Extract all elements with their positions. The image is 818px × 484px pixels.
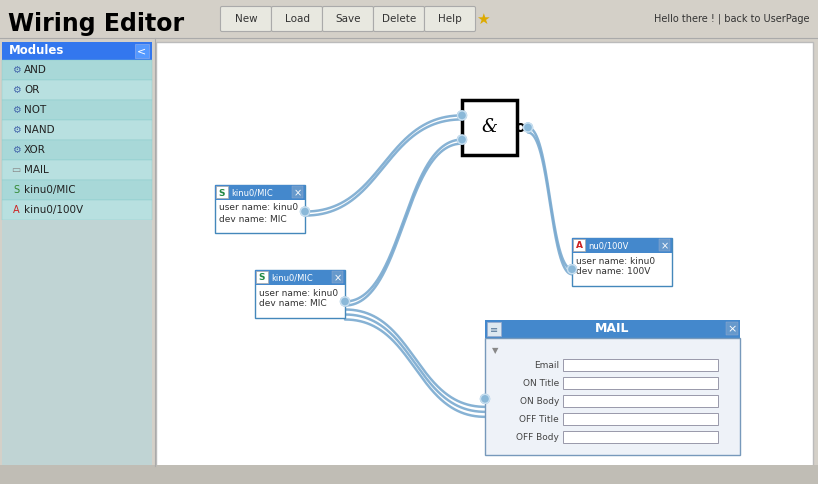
Text: OFF Title: OFF Title [519,414,559,424]
Text: ⚙: ⚙ [11,105,20,115]
Text: ON Body: ON Body [519,396,559,406]
Text: AND: AND [24,65,47,75]
Text: XOR: XOR [24,145,46,155]
Circle shape [568,265,577,273]
FancyBboxPatch shape [573,239,585,251]
Text: ×: × [727,324,737,334]
FancyBboxPatch shape [462,100,517,155]
FancyBboxPatch shape [563,377,718,389]
FancyBboxPatch shape [292,186,303,198]
Circle shape [524,123,533,132]
Text: S: S [13,185,19,195]
Text: Delete: Delete [382,14,416,24]
Text: kinu0/MIC: kinu0/MIC [271,273,312,283]
Text: ▭: ▭ [11,165,20,175]
Text: A: A [576,242,582,251]
Text: kinu0/MIC: kinu0/MIC [231,188,272,197]
FancyBboxPatch shape [2,200,152,220]
Text: ⚙: ⚙ [11,145,20,155]
Text: ON Title: ON Title [523,378,559,388]
Circle shape [300,207,309,216]
Text: Hello there ! | back to UserPage: Hello there ! | back to UserPage [654,14,810,24]
Text: dev name: 100V: dev name: 100V [576,268,650,276]
FancyBboxPatch shape [425,6,475,31]
FancyBboxPatch shape [2,180,152,200]
Text: ×: × [660,241,668,251]
Text: NAND: NAND [24,125,55,135]
FancyBboxPatch shape [255,270,345,318]
FancyBboxPatch shape [487,322,501,336]
FancyBboxPatch shape [2,140,152,160]
FancyBboxPatch shape [572,238,672,286]
FancyBboxPatch shape [256,271,268,283]
Text: user name: kinu0: user name: kinu0 [576,257,655,266]
FancyBboxPatch shape [135,44,149,58]
Text: ×: × [294,188,302,198]
Text: user name: kinu0: user name: kinu0 [219,203,298,212]
Text: dev name: MIC: dev name: MIC [259,300,326,308]
Circle shape [457,135,466,144]
FancyBboxPatch shape [255,270,345,285]
FancyBboxPatch shape [322,6,374,31]
Text: nu0/100V: nu0/100V [588,242,628,251]
Text: ≡: ≡ [490,325,498,335]
Text: Load: Load [285,14,309,24]
FancyBboxPatch shape [272,6,322,31]
Text: Help: Help [438,14,462,24]
FancyBboxPatch shape [485,320,740,338]
FancyBboxPatch shape [156,42,813,467]
FancyBboxPatch shape [2,80,152,100]
Text: S: S [258,273,265,283]
FancyBboxPatch shape [2,42,152,60]
FancyBboxPatch shape [659,239,670,251]
Text: Wiring Editor: Wiring Editor [8,12,184,36]
Text: ⚙: ⚙ [11,85,20,95]
Text: ★: ★ [476,12,490,27]
Text: NOT: NOT [24,105,47,115]
Text: Email: Email [534,361,559,369]
Text: &: & [482,119,497,136]
Circle shape [480,394,489,403]
FancyBboxPatch shape [374,6,425,31]
FancyBboxPatch shape [2,60,152,80]
Text: OFF Body: OFF Body [516,433,559,441]
FancyBboxPatch shape [563,359,718,371]
Circle shape [340,297,349,306]
FancyBboxPatch shape [0,465,818,484]
Text: kinu0/100V: kinu0/100V [24,205,83,215]
FancyBboxPatch shape [332,271,343,283]
Text: kinu0/MIC: kinu0/MIC [24,185,75,195]
Text: MAIL: MAIL [596,322,630,335]
Circle shape [457,111,466,120]
Text: dev name: MIC: dev name: MIC [219,214,286,224]
Text: ▼: ▼ [492,347,498,356]
Text: OR: OR [24,85,39,95]
Text: Modules: Modules [9,45,65,58]
FancyBboxPatch shape [221,6,272,31]
FancyBboxPatch shape [572,238,672,253]
FancyBboxPatch shape [2,220,152,482]
FancyBboxPatch shape [485,338,740,455]
Text: user name: kinu0: user name: kinu0 [259,288,338,298]
FancyBboxPatch shape [216,186,228,198]
FancyBboxPatch shape [2,160,152,180]
FancyBboxPatch shape [563,431,718,443]
Text: ⚙: ⚙ [11,125,20,135]
Text: <: < [137,46,146,56]
Text: New: New [235,14,258,24]
FancyBboxPatch shape [2,100,152,120]
FancyBboxPatch shape [726,322,738,335]
Text: Save: Save [335,14,361,24]
FancyBboxPatch shape [2,120,152,140]
Text: A: A [13,205,20,215]
Text: S: S [218,188,225,197]
FancyBboxPatch shape [215,185,305,233]
Text: ⚙: ⚙ [11,65,20,75]
FancyBboxPatch shape [563,413,718,425]
FancyBboxPatch shape [215,185,305,200]
FancyBboxPatch shape [563,395,718,407]
Text: ×: × [334,273,342,283]
Text: MAIL: MAIL [24,165,49,175]
